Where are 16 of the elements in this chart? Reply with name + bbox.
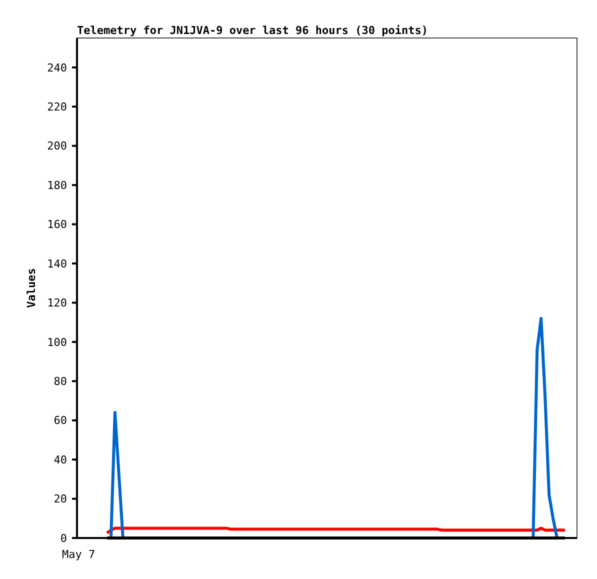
y-tick-label: 120 [47,296,67,310]
y-tick-label: 100 [47,336,67,349]
y-tick-label: 80 [54,374,67,388]
y-tick-label: 160 [47,218,67,232]
y-tick-label: 0 [60,532,67,545]
chart-title: Telemetry for JN1JVA-9 over last 96 hours (30 points) [77,24,428,37]
y-tick-label: 200 [47,140,67,153]
y-axis-title: Values [25,268,38,308]
text: May 7 [62,548,96,561]
y-tick-label: 220 [47,100,67,114]
y-tick-label: 60 [54,414,67,428]
y-tick-label: 40 [54,453,67,466]
y-tick-label: 180 [47,178,67,192]
y-tick-label: 240 [47,61,67,74]
y-tick-label: 140 [47,257,67,270]
y-tick-label: 20 [54,492,67,506]
